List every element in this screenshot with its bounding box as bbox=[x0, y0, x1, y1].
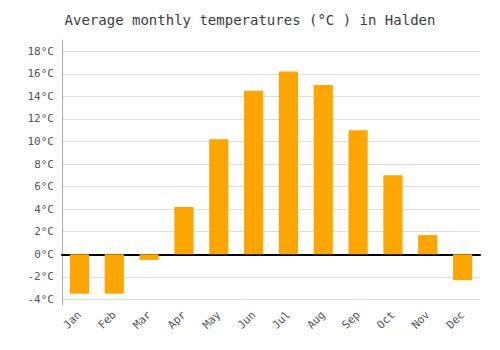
svg-text:-2°C: -2°C bbox=[28, 270, 55, 283]
svg-text:Oct: Oct bbox=[374, 308, 397, 331]
svg-text:May: May bbox=[200, 308, 223, 331]
svg-text:Average monthly temperatures (: Average monthly temperatures (°C ) in Ha… bbox=[65, 12, 436, 28]
svg-text:Dec: Dec bbox=[444, 308, 467, 331]
svg-text:Aug: Aug bbox=[305, 308, 328, 331]
svg-text:Nov: Nov bbox=[409, 308, 432, 331]
svg-text:14°C: 14°C bbox=[28, 90, 55, 103]
svg-text:Sep: Sep bbox=[339, 308, 362, 331]
svg-text:2°C: 2°C bbox=[34, 225, 54, 238]
svg-text:8°C: 8°C bbox=[34, 158, 54, 171]
svg-text:4°C: 4°C bbox=[34, 203, 54, 216]
svg-text:Jun: Jun bbox=[235, 308, 258, 331]
svg-text:0°C: 0°C bbox=[34, 248, 54, 261]
svg-text:-4°C: -4°C bbox=[28, 293, 55, 306]
svg-text:Jan: Jan bbox=[61, 308, 84, 331]
svg-text:10°C: 10°C bbox=[28, 135, 55, 148]
svg-text:16°C: 16°C bbox=[28, 67, 55, 80]
svg-text:Apr: Apr bbox=[165, 308, 188, 331]
svg-text:Jul: Jul bbox=[270, 308, 293, 331]
svg-text:6°C: 6°C bbox=[34, 180, 54, 193]
svg-text:Mar: Mar bbox=[130, 308, 153, 331]
svg-text:Feb: Feb bbox=[96, 308, 119, 331]
svg-text:12°C: 12°C bbox=[28, 112, 55, 125]
svg-text:18°C: 18°C bbox=[28, 45, 55, 58]
